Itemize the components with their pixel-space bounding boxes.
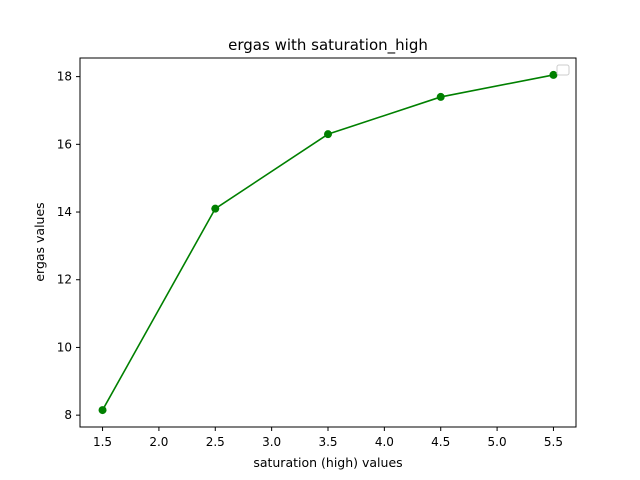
data-point	[436, 92, 445, 101]
y-axis-label: ergas values	[32, 202, 47, 281]
x-axis-label: saturation (high) values	[253, 455, 402, 470]
y-tick-label: 18	[57, 70, 72, 84]
x-tick-label: 4.0	[375, 435, 394, 449]
axis-ticks: 1.5 2.0 2.5 3.0 3.5 4.0 4.5 5.0 5.5 8 10 12 14 16 18	[57, 70, 563, 449]
y-tick-label: 16	[57, 137, 72, 151]
x-tick-label: 3.0	[262, 435, 281, 449]
y-tick-label: 14	[57, 205, 72, 219]
y-tick-label: 10	[57, 340, 72, 354]
x-tick-label: 5.0	[488, 435, 507, 449]
y-tick-label: 8	[64, 408, 72, 422]
legend-box	[556, 64, 570, 76]
x-tick-label: 2.0	[149, 435, 168, 449]
data-point	[211, 204, 220, 213]
plot-area	[98, 70, 558, 415]
data-point	[549, 70, 558, 79]
x-tick-label: 5.5	[544, 435, 563, 449]
x-tick-label: 2.5	[206, 435, 225, 449]
data-point	[98, 406, 107, 415]
plot-frame	[79, 57, 577, 428]
x-tick-label: 4.5	[431, 435, 450, 449]
x-tick-label: 1.5	[93, 435, 112, 449]
data-point	[324, 130, 332, 139]
chart-title: ergas with saturation_high	[228, 36, 428, 55]
x-tick-label: 3.5	[318, 435, 337, 449]
y-tick-label: 12	[57, 273, 72, 287]
